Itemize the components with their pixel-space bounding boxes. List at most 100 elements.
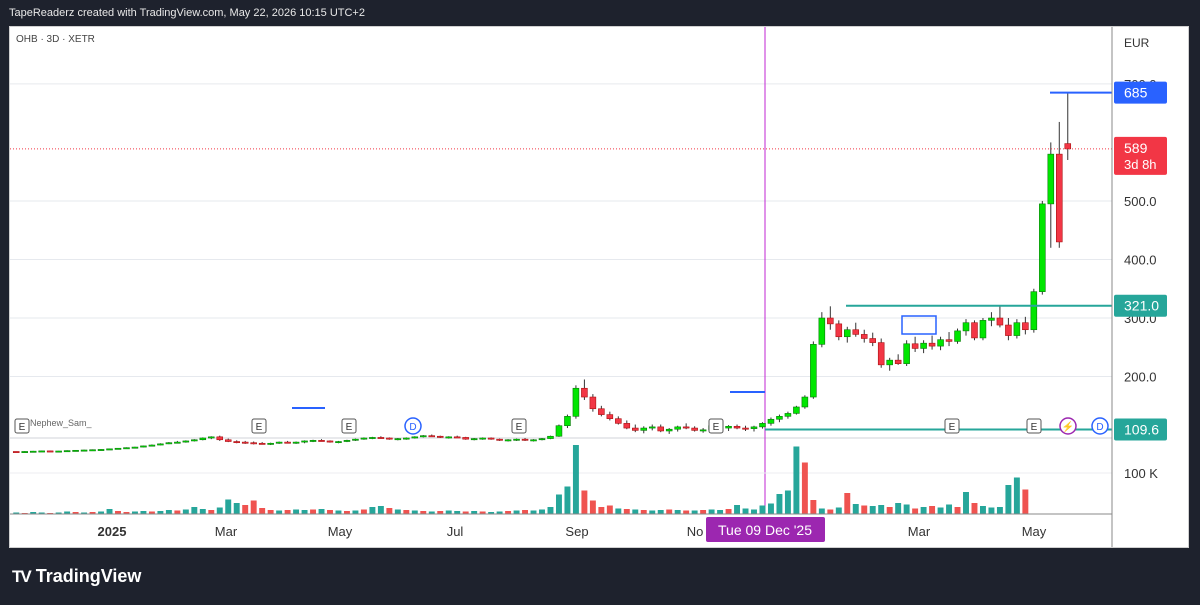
volume-bar xyxy=(98,511,105,514)
candle-body xyxy=(606,414,614,419)
dividend-marker xyxy=(404,417,422,435)
candle-body xyxy=(46,450,54,453)
earnings-marker xyxy=(511,418,527,434)
candle-body xyxy=(436,435,444,438)
volume-bar xyxy=(861,505,868,514)
volume-bar xyxy=(13,512,20,514)
volume-bar xyxy=(971,503,978,514)
volume-bar xyxy=(708,509,715,514)
volume-bar xyxy=(555,494,562,514)
candle-body xyxy=(63,450,71,453)
tradingview-mark-icon: TV xyxy=(12,566,32,586)
volume-bar xyxy=(725,509,732,514)
earnings-marker-label: E xyxy=(256,422,263,433)
volume-bar xyxy=(818,508,825,514)
volume-bar xyxy=(979,506,986,514)
volume-bar xyxy=(852,504,859,514)
event-markers: E E E D E E E E ⚡ D Nephew_Sam_ xyxy=(14,417,1109,435)
dividend-marker-label: D xyxy=(1096,422,1103,433)
price-label-bg xyxy=(1114,81,1167,104)
volume-bar xyxy=(606,505,613,514)
currency-label: EUR xyxy=(1124,36,1150,50)
volume-bar xyxy=(148,511,155,514)
candle-body xyxy=(920,342,927,349)
candle-body xyxy=(326,440,334,443)
candle-body xyxy=(140,445,147,448)
volume-bar xyxy=(310,509,317,514)
chart-frame xyxy=(9,26,1189,548)
volume-bar xyxy=(547,507,554,514)
volume-bar xyxy=(403,510,410,514)
price-label-countdown: 3d 8h xyxy=(1124,157,1157,172)
candle-body xyxy=(682,426,690,429)
candle-body xyxy=(250,442,257,445)
candle-body xyxy=(674,426,681,430)
candle-body xyxy=(903,343,910,364)
volume-bar xyxy=(615,508,622,514)
volume-bar xyxy=(30,512,37,514)
y-tick-label: 200.0 xyxy=(1124,370,1157,385)
candle-body xyxy=(462,437,469,440)
earnings-marker xyxy=(1026,418,1042,434)
candle-body xyxy=(640,427,648,431)
candle-body xyxy=(403,437,410,440)
volume-bar xyxy=(751,509,757,514)
x-tick-label: Sep xyxy=(565,524,588,539)
candle-body xyxy=(1039,203,1046,292)
drawing-box xyxy=(901,315,937,335)
volume-bar xyxy=(793,446,800,514)
candle-body xyxy=(165,442,173,445)
volume-bar xyxy=(327,510,333,514)
candle-body xyxy=(394,438,402,441)
candle-body xyxy=(352,438,359,441)
volume-bar xyxy=(369,507,376,514)
volume-bar xyxy=(1022,489,1029,514)
volume-bar xyxy=(445,510,452,514)
candle-body xyxy=(1013,322,1021,336)
candle-body xyxy=(318,440,325,442)
volume-bar xyxy=(81,512,88,514)
split-marker xyxy=(1059,417,1077,435)
crosshair-label-bg xyxy=(706,517,825,542)
earnings-marker-label: E xyxy=(713,422,720,433)
candle-body xyxy=(233,441,240,444)
volume-bar xyxy=(844,493,851,514)
x-tick-label: Mar xyxy=(215,524,238,539)
x-tick-label: May xyxy=(1022,524,1047,539)
volume-bar xyxy=(759,505,766,514)
volume-bar xyxy=(530,510,537,514)
candle-body xyxy=(589,396,597,410)
volume-bar xyxy=(988,507,995,514)
volume-bar xyxy=(343,511,350,514)
candle-body xyxy=(547,435,554,439)
candle-body xyxy=(174,441,181,444)
volume-bar xyxy=(742,508,749,514)
volume-bar xyxy=(360,509,367,514)
candle-body xyxy=(131,446,139,449)
candle-body xyxy=(428,435,436,438)
volume-bar xyxy=(140,511,147,514)
volume-bar xyxy=(717,510,724,514)
volume-bar xyxy=(352,510,359,514)
price-label: 321.0 xyxy=(1124,298,1159,314)
candle-body xyxy=(343,440,351,442)
candle-body xyxy=(1022,322,1029,331)
candle-body xyxy=(479,437,486,440)
candle-body xyxy=(937,339,944,347)
candle-body xyxy=(487,437,495,440)
candle-body xyxy=(615,418,622,424)
volume-bar xyxy=(335,510,342,514)
volume-bar xyxy=(996,507,1003,514)
x-tick-label: Jul xyxy=(447,524,464,539)
candle-body xyxy=(996,317,1004,326)
volume-bar xyxy=(471,511,478,514)
earnings-marker-label: E xyxy=(19,422,26,433)
volume-bar xyxy=(115,511,121,514)
volume-bar xyxy=(462,511,469,514)
volume-bar xyxy=(640,510,647,514)
volume-bar xyxy=(937,507,944,514)
candle-body xyxy=(801,396,809,408)
candle-body xyxy=(182,440,190,443)
